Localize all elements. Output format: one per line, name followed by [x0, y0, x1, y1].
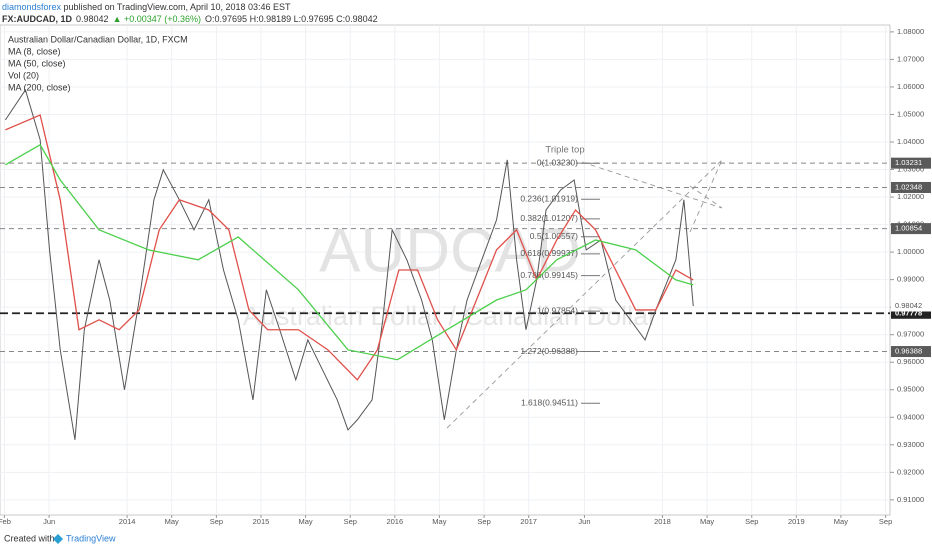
x-tick-label: Sep [745, 517, 758, 526]
annotation: Triple top [545, 145, 584, 156]
last-price-tag [891, 300, 931, 312]
y-tick-label: 0.91000 [897, 495, 924, 504]
level-tag-label: 1.00854 [895, 224, 922, 233]
header-line: diamondsforex published on TradingView.c… [2, 2, 291, 12]
trend-line [446, 159, 723, 429]
legend-entry: Vol (20) [8, 70, 39, 80]
x-tick-label: May [165, 517, 179, 526]
legend: Australian Dollar/Canadian Dollar, 1D, F… [8, 34, 188, 92]
footer-created: Created with [4, 533, 55, 543]
y-tick-label: 1.07000 [897, 54, 924, 63]
y-tick-label: 0.94000 [897, 412, 924, 421]
symbol-line: FX:AUDCAD, 1D 0.98042 ▲ +0.00347 (+0.36%) O… [2, 14, 378, 24]
fib-label: 0.236(1.01919) [520, 194, 578, 204]
y-tick-label: 1.00000 [897, 247, 924, 256]
legend-entry: Australian Dollar/Canadian Dollar, 1D, F… [8, 34, 188, 44]
series-line [5, 143, 694, 361]
published: published on TradingView.com, April 10, … [61, 2, 291, 12]
y-tick-label: 0.97000 [897, 330, 924, 339]
level-tag-label: 0.97778 [895, 308, 922, 317]
ohlc: O:0.97695 H:0.98189 L:0.97695 C:0.98042 [205, 14, 378, 24]
fib-label: 0.5(1.00557) [530, 231, 578, 241]
level-tag [891, 223, 931, 235]
x-tick-label: 2019 [788, 517, 805, 526]
fib-label: 0.618(0.99937) [520, 248, 578, 258]
y-tick-label: 0.95000 [897, 385, 924, 394]
x-tick-label: Feb [0, 517, 11, 526]
plot-frame [0, 24, 891, 516]
last-price-label: 0.98042 [895, 301, 922, 310]
legend-entry: MA (50, close) [8, 58, 66, 68]
x-tick-label: Sep [210, 517, 223, 526]
level-tag [891, 307, 931, 319]
trend-line [581, 161, 723, 209]
x-tick-label: Jun [43, 517, 55, 526]
level-tag [891, 346, 931, 358]
level-tag-label: 1.03231 [895, 158, 922, 167]
x-tick-label: 2014 [119, 517, 136, 526]
axes: 0.91000 0.92000 0.93000 0.94000 0.95000 0.960… [0, 27, 931, 526]
fib-label: 0.382(1.01207) [520, 213, 578, 223]
level-tag [891, 157, 931, 169]
fib-label: 1(0.97854) [537, 305, 578, 315]
level-tag-label: 1.02348 [895, 182, 922, 191]
x-tick-label: May [700, 517, 714, 526]
y-tick-label: 1.08000 [897, 27, 924, 36]
x-tick-label: 2016 [386, 517, 403, 526]
change: ▲ +0.00347 (+0.36%) [113, 14, 201, 24]
y-tick-label: 1.05000 [897, 109, 924, 118]
x-tick-label: Sep [344, 517, 357, 526]
last: 0.98042 [76, 14, 109, 24]
trend-lines [446, 159, 723, 429]
x-tick-label: May [298, 517, 312, 526]
y-tick-label: 1.02000 [897, 192, 924, 201]
y-tick-label: 1.06000 [897, 82, 924, 91]
x-tick-label: May [432, 517, 446, 526]
author[interactable]: diamondsforex [2, 2, 62, 12]
footer-brand[interactable]: TradingView [66, 533, 116, 543]
series-line [4, 88, 694, 440]
y-tick-label: 0.96000 [897, 357, 924, 366]
fib-label: 0(1.03230) [537, 157, 578, 167]
symbol: FX:AUDCAD, 1D [2, 14, 73, 24]
x-tick-label: 2017 [520, 517, 537, 526]
series-line [5, 114, 694, 381]
trend-line [689, 159, 723, 233]
y-tick-label: 1.04000 [897, 137, 924, 146]
y-tick-label: 0.92000 [897, 467, 924, 476]
y-tick-label: 1.03000 [897, 165, 924, 174]
watermark-subtitle: Australian Dollar / Canadian Dollar [243, 301, 657, 331]
fib-label: 1.272(0.96388) [520, 346, 578, 356]
y-tick-label: 0.99000 [897, 275, 924, 284]
x-tick-label: Jun [578, 517, 590, 526]
x-tick-label: May [834, 517, 848, 526]
x-tick-label: Sep [879, 517, 892, 526]
logo [53, 534, 63, 544]
x-tick-label: 2015 [253, 517, 270, 526]
x-tick-label: 2018 [654, 517, 671, 526]
fib-label: 0.786(0.99145) [520, 270, 578, 280]
plot: 0(1.03230) 0.236(1.01919) 0.382(1.01207) 0.… [0, 88, 890, 440]
level-tag-label: 0.96388 [895, 347, 922, 356]
legend-entry: MA (200, close) [8, 82, 71, 92]
x-tick-label: Sep [477, 517, 490, 526]
fib-label: 1.618(0.94511) [521, 397, 578, 407]
y-tick-label: 0.93000 [897, 440, 924, 449]
legend-entry: MA (8, close) [8, 46, 61, 56]
grid [0, 25, 890, 515]
level-tag [891, 181, 931, 193]
